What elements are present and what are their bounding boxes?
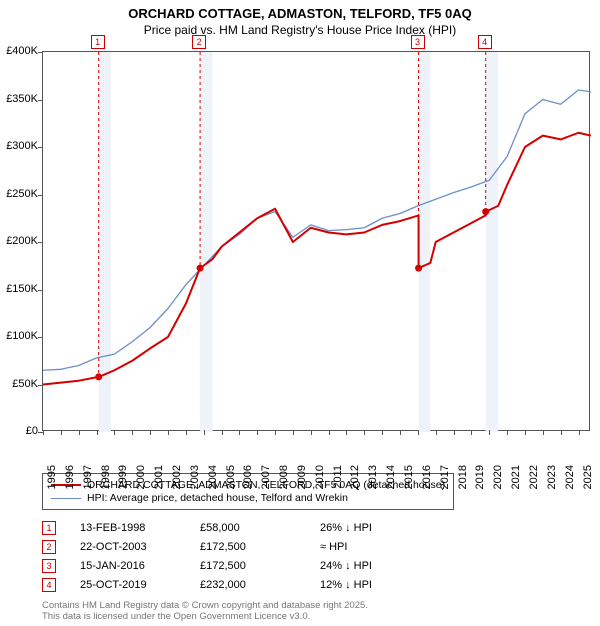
y-axis-label: £200K (0, 235, 38, 247)
x-axis-label: 2004 (207, 465, 219, 489)
footer-line2: This data is licensed under the Open Gov… (42, 611, 368, 622)
chart-container: ORCHARD COTTAGE, ADMASTON, TELFORD, TF5 … (0, 6, 600, 37)
x-axis-label: 2013 (367, 465, 379, 489)
x-axis-label: 1995 (46, 465, 58, 489)
sale-marker: 4 (478, 35, 492, 49)
sale-marker: 1 (91, 35, 105, 49)
x-axis-label: 2007 (260, 465, 272, 489)
tx-price: £232,000 (200, 579, 320, 591)
tx-price: £58,000 (200, 522, 320, 534)
tx-delta: 12% ↓ HPI (320, 579, 430, 591)
tx-marker: 3 (42, 559, 56, 573)
tx-date: 25-OCT-2019 (80, 579, 200, 591)
table-row: 1 13-FEB-1998 £58,000 26% ↓ HPI (42, 518, 430, 537)
x-axis-label: 2005 (225, 465, 237, 489)
x-axis-label: 2021 (510, 465, 522, 489)
tx-marker: 2 (42, 540, 56, 554)
tx-marker: 4 (42, 578, 56, 592)
x-axis-label: 2016 (421, 465, 433, 489)
tx-delta: 26% ↓ HPI (320, 522, 430, 534)
x-axis-label: 2017 (439, 465, 451, 489)
x-axis-label: 2018 (457, 465, 469, 489)
x-axis-label: 2012 (349, 465, 361, 489)
x-axis-label: 2025 (582, 465, 594, 489)
y-axis-label: £150K (0, 283, 38, 295)
plot-area (42, 51, 590, 431)
y-axis-label: £400K (0, 45, 38, 57)
tx-date: 13-FEB-1998 (80, 522, 200, 534)
x-axis-label: 2015 (403, 465, 415, 489)
footer-attribution: Contains HM Land Registry data © Crown c… (42, 600, 368, 623)
chart-title-line1: ORCHARD COTTAGE, ADMASTON, TELFORD, TF5 … (0, 6, 600, 21)
x-axis-label: 1997 (82, 465, 94, 489)
y-axis-label: £0 (0, 425, 38, 437)
x-axis-label: 2022 (528, 465, 540, 489)
x-axis-label: 2024 (564, 465, 576, 489)
x-axis-label: 2001 (153, 465, 165, 489)
tx-price: £172,500 (200, 541, 320, 553)
tx-marker: 1 (42, 521, 56, 535)
legend-item: HPI: Average price, detached house, Telf… (51, 492, 445, 504)
x-axis-label: 2023 (546, 465, 558, 489)
x-axis-label: 2003 (189, 465, 201, 489)
legend-label: HPI: Average price, detached house, Telf… (87, 492, 348, 504)
legend-swatch (51, 498, 81, 499)
y-axis-label: £50K (0, 378, 38, 390)
x-axis-label: 2014 (385, 465, 397, 489)
x-axis-label: 2011 (332, 465, 344, 489)
y-axis-label: £100K (0, 330, 38, 342)
tx-delta: ≈ HPI (320, 541, 430, 553)
x-axis-label: 1996 (64, 465, 76, 489)
x-axis-label: 2002 (171, 465, 183, 489)
y-axis-label: £350K (0, 93, 38, 105)
x-axis-label: 2000 (135, 465, 147, 489)
tx-date: 15-JAN-2016 (80, 560, 200, 572)
sale-marker: 3 (411, 35, 425, 49)
table-row: 3 15-JAN-2016 £172,500 24% ↓ HPI (42, 556, 430, 575)
footer-line1: Contains HM Land Registry data © Crown c… (42, 600, 368, 611)
x-axis-label: 2009 (296, 465, 308, 489)
y-axis-label: £300K (0, 140, 38, 152)
chart-lines (43, 52, 591, 432)
tx-delta: 24% ↓ HPI (320, 560, 430, 572)
y-axis-label: £250K (0, 188, 38, 200)
table-row: 2 22-OCT-2003 £172,500 ≈ HPI (42, 537, 430, 556)
x-axis-label: 2006 (242, 465, 254, 489)
sale-marker: 2 (192, 35, 206, 49)
x-axis-label: 1999 (117, 465, 129, 489)
x-axis-label: 2010 (314, 465, 326, 489)
x-axis-label: 2008 (278, 465, 290, 489)
x-axis-label: 2020 (492, 465, 504, 489)
x-axis-label: 2019 (474, 465, 486, 489)
x-axis-label: 1998 (100, 465, 112, 489)
tx-price: £172,500 (200, 560, 320, 572)
table-row: 4 25-OCT-2019 £232,000 12% ↓ HPI (42, 575, 430, 594)
tx-date: 22-OCT-2003 (80, 541, 200, 553)
transactions-table: 1 13-FEB-1998 £58,000 26% ↓ HPI 2 22-OCT… (42, 518, 430, 594)
